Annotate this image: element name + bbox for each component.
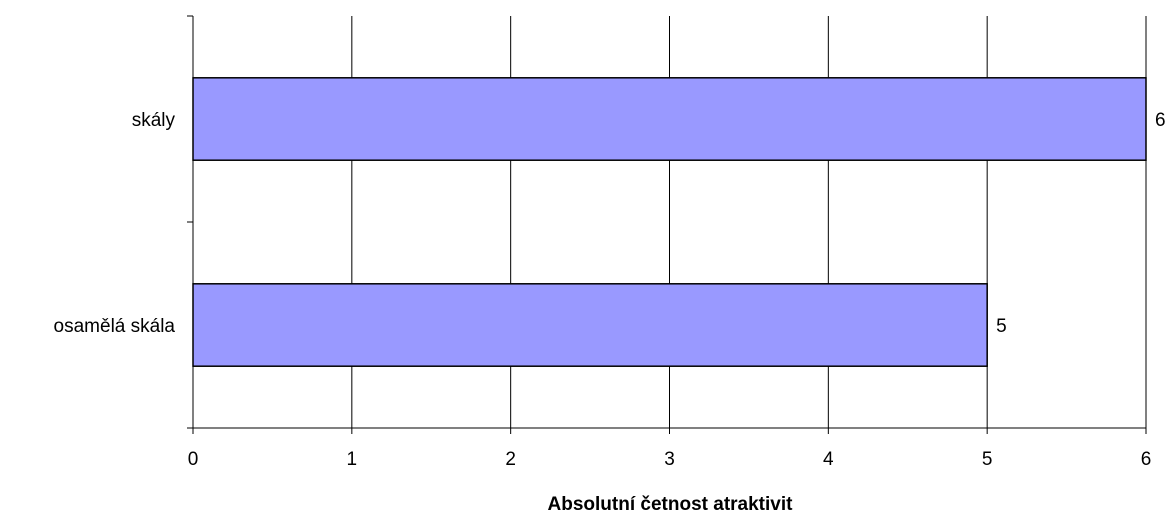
bar-2 [192, 283, 988, 367]
x-tick-labels: 0 1 2 3 4 5 6 [188, 449, 1152, 470]
x-axis-title: Absolutní četnost atraktivit [548, 494, 794, 515]
category-label-2: osamělá skála [54, 316, 176, 337]
category-label-1: skály [132, 110, 176, 131]
x-tick-label-5: 5 [982, 449, 993, 470]
x-tick-label-2: 2 [505, 449, 516, 470]
x-tick-label-6: 6 [1141, 449, 1152, 470]
axes [187, 15, 1147, 434]
data-labels: 65 [996, 110, 1165, 337]
bar-1 [192, 77, 1147, 161]
x-tick-label-1: 1 [347, 449, 358, 470]
data-label-1: 6 [1155, 110, 1166, 131]
x-tick-label-4: 4 [823, 449, 834, 470]
category-labels: skály osamělá skála [54, 110, 176, 337]
x-tick-label-3: 3 [664, 449, 675, 470]
bars [192, 77, 1147, 367]
data-label-2: 5 [996, 316, 1007, 337]
x-tick-label-0: 0 [188, 449, 199, 470]
